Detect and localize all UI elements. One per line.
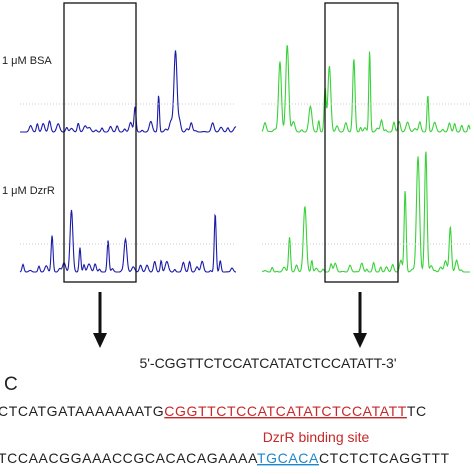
sequence: CTCTCTCAGGTTT — [319, 450, 450, 466]
highlight-box — [63, 2, 137, 283]
trace-label: 1 μM DzrR — [2, 185, 55, 197]
highlight-box — [324, 2, 399, 283]
probe-sequence: 5'-CGGTTCTCCATCATATCTCCATATT-3' — [139, 355, 396, 371]
sequence: CTCATGATAAAAAAATG — [0, 403, 164, 419]
panel-label: C — [4, 374, 18, 395]
binding-site: CGGTTCTCCATCATATCTCCATATT — [164, 403, 407, 419]
arrow — [353, 292, 367, 348]
sequence-line: TCCAACGGAAACCGCACACAGAAAATGCACACTCTCTCAG… — [0, 450, 450, 466]
trace-label: 1 μM BSA — [2, 55, 52, 67]
electropherograms — [19, 45, 471, 273]
motif: TGCACA — [257, 450, 319, 466]
sequence: TC — [407, 403, 427, 419]
trace — [20, 50, 237, 133]
sequence: TCCAACGGAAACCGCACACAGAAAA — [0, 450, 258, 466]
sequence-line: CTCATGATAAAAAAATGCGGTTCTCCATCATATCTCCATA… — [0, 403, 427, 419]
arrow — [93, 292, 107, 348]
trace — [19, 209, 237, 273]
trace — [261, 45, 471, 133]
trace — [261, 151, 470, 273]
site-label: DzrR binding site — [263, 429, 370, 445]
